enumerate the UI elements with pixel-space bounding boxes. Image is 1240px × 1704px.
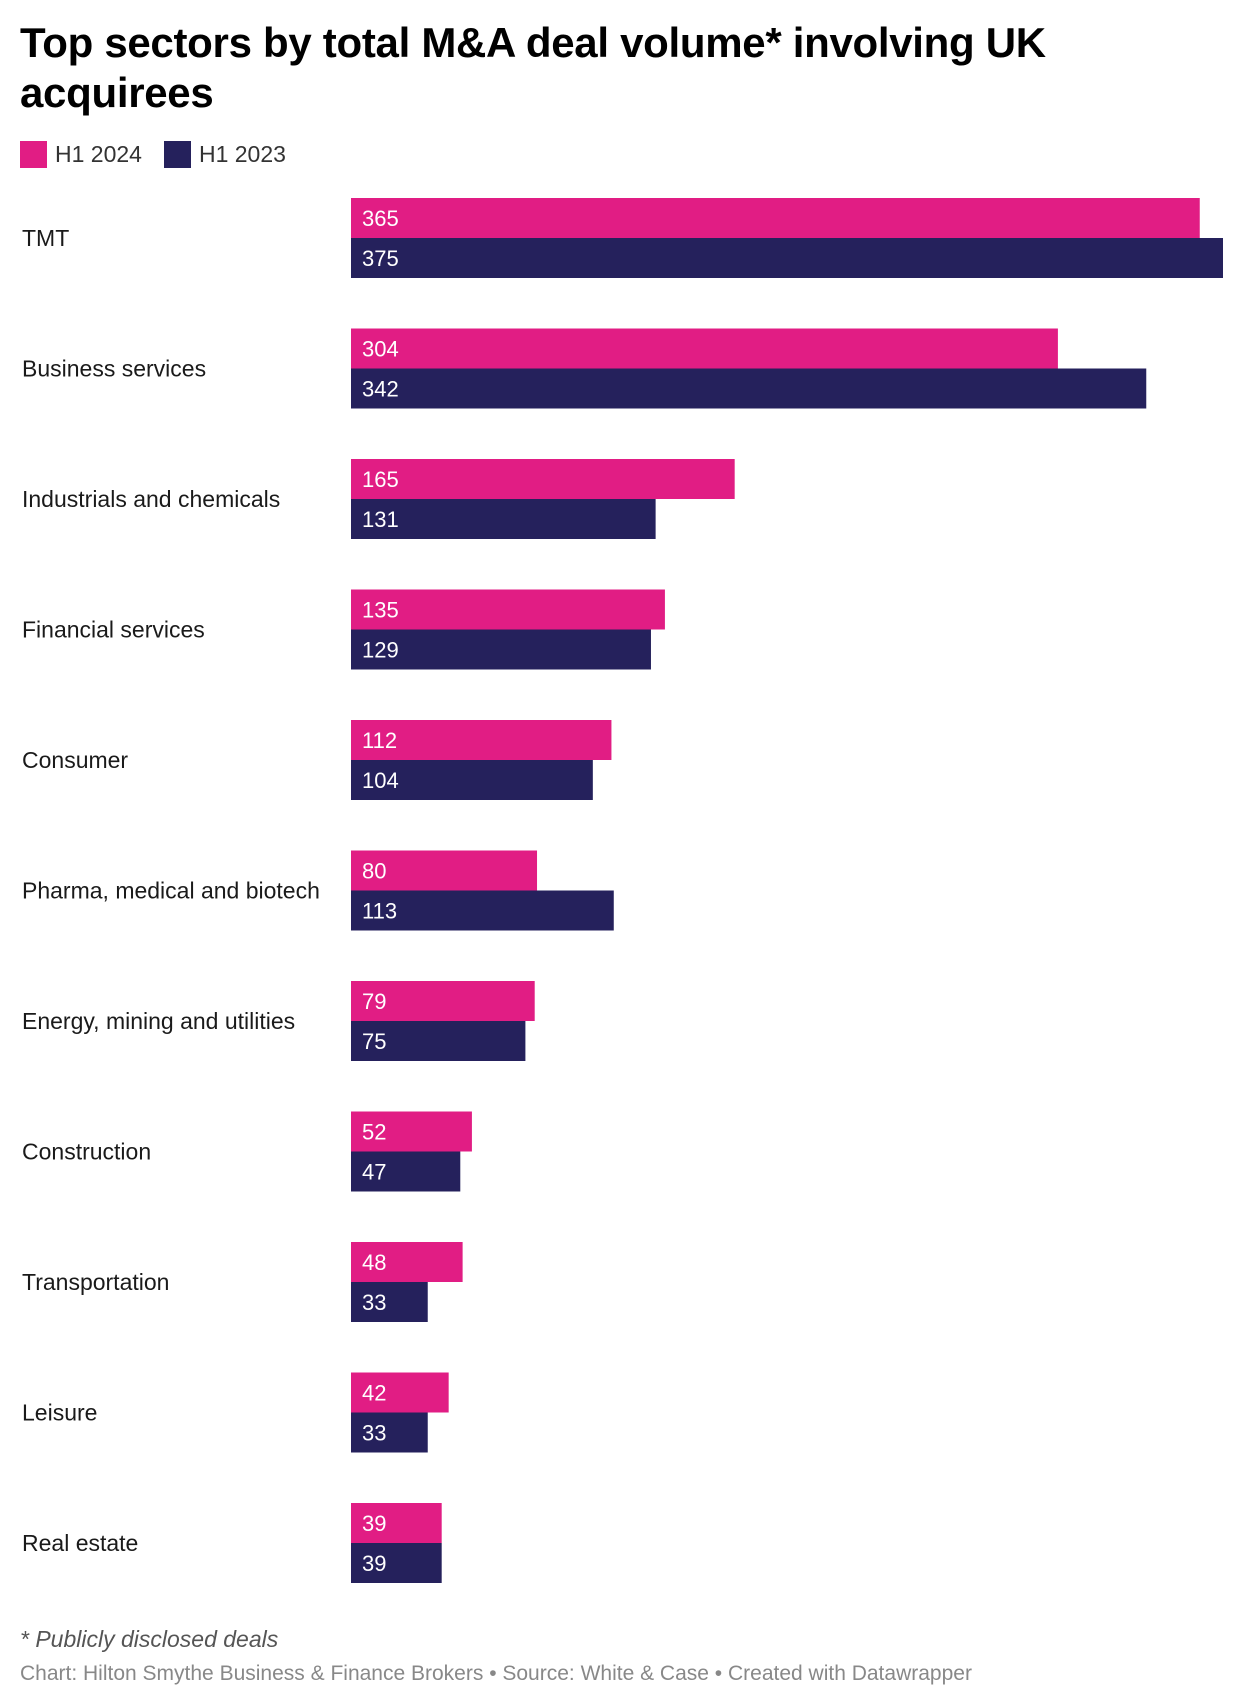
legend: H1 2024 H1 2023 (20, 140, 308, 168)
category-label: Construction (22, 1139, 151, 1165)
data-label: 47 (362, 1160, 386, 1185)
bar-group-leisure: Leisure 42 33 (22, 1372, 449, 1453)
chart-credit: Chart: Hilton Smythe Business & Finance … (20, 1662, 972, 1685)
legend-item-h1-2024: H1 2024 (20, 140, 142, 168)
bar-h1-2023 (351, 238, 1223, 278)
bar-group-real-estate: Real estate 39 39 (22, 1503, 442, 1583)
bar-group-industrials-and-chemicals: Industrials and chemicals 165 131 (22, 459, 735, 539)
data-label: 365 (362, 206, 399, 231)
category-label: TMT (22, 225, 69, 251)
bar-h1-2024 (351, 459, 735, 499)
bar-group-construction: Construction 52 47 (22, 1111, 472, 1192)
data-label: 112 (362, 728, 397, 753)
bar-h1-2023 (351, 629, 651, 670)
legend-item-h1-2023: H1 2023 (163, 140, 286, 168)
bar-group-financial-services: Financial services 135 129 (22, 589, 665, 670)
bar-h1-2024 (351, 328, 1058, 369)
bar-group-tmt: TMT 365 375 (22, 198, 1223, 278)
bar-group-consumer: Consumer 112 104 (22, 720, 612, 800)
category-label: Industrials and chemicals (22, 486, 280, 512)
bar-h1-2024 (351, 1372, 449, 1413)
bar-h1-2023 (351, 368, 1147, 409)
bar-h1-2024 (351, 1242, 463, 1282)
data-label: 135 (362, 598, 399, 623)
data-label: 33 (362, 1290, 386, 1315)
data-label: 48 (362, 1250, 386, 1275)
data-label: 39 (362, 1511, 386, 1536)
category-label: Business services (22, 356, 206, 382)
bar-group-transportation: Transportation 48 33 (22, 1242, 463, 1322)
data-label: 104 (362, 768, 399, 793)
category-label: Pharma, medical and biotech (22, 878, 320, 904)
bar-h1-2023 (351, 1151, 461, 1192)
bar-h1-2023 (351, 1412, 428, 1453)
bar-h1-2024 (351, 850, 538, 891)
bar-h1-2023 (351, 760, 593, 800)
legend-label-h1-2024: H1 2024 (55, 140, 142, 167)
data-label: 113 (362, 899, 397, 924)
data-label: 342 (362, 377, 399, 402)
data-label: 33 (362, 1421, 386, 1446)
footnote: * Publicly disclosed deals (20, 1626, 279, 1652)
bar-chart: TMT 365 375 Business services 304 342 Industri… (22, 198, 1223, 1583)
bar-h1-2023 (351, 1543, 442, 1583)
data-label: 165 (362, 467, 399, 492)
bar-h1-2024 (351, 198, 1200, 238)
category-label: Transportation (22, 1269, 169, 1295)
category-label: Financial services (22, 617, 205, 643)
bar-h1-2023 (351, 1021, 526, 1061)
legend-label-h1-2023: H1 2023 (198, 140, 286, 167)
bar-group-pharma-medical-and-biotech: Pharma, medical and biotech 80 113 (22, 850, 614, 931)
bar-h1-2023 (351, 890, 614, 931)
bar-h1-2024 (351, 720, 612, 760)
category-label: Energy, mining and utilities (22, 1008, 295, 1034)
legend-swatch-h1-2023 (163, 140, 191, 168)
data-label: 304 (362, 337, 399, 362)
bar-h1-2024 (351, 981, 535, 1021)
bar-h1-2023 (351, 499, 656, 539)
data-label: 42 (362, 1381, 386, 1406)
data-label: 75 (362, 1029, 386, 1054)
data-label: 129 (362, 638, 399, 663)
category-label: Leisure (22, 1400, 97, 1426)
category-label: Consumer (22, 747, 128, 773)
data-label: 80 (362, 859, 386, 884)
data-label: 131 (362, 507, 399, 532)
bar-group-energy-mining-and-utilities: Energy, mining and utilities 79 75 (22, 981, 535, 1061)
category-label: Real estate (22, 1530, 138, 1556)
bar-h1-2024 (351, 1503, 442, 1543)
data-label: 375 (362, 246, 399, 271)
data-label: 52 (362, 1120, 386, 1145)
data-label: 39 (362, 1551, 386, 1576)
chart-title: Top sectors by total M&A deal volume* in… (20, 19, 1046, 116)
bar-h1-2024 (351, 1111, 472, 1152)
legend-swatch-h1-2024 (20, 140, 47, 168)
bar-h1-2023 (351, 1282, 428, 1322)
data-label: 79 (362, 989, 386, 1014)
bar-h1-2024 (351, 589, 665, 630)
bar-group-business-services: Business services 304 342 (22, 328, 1147, 409)
